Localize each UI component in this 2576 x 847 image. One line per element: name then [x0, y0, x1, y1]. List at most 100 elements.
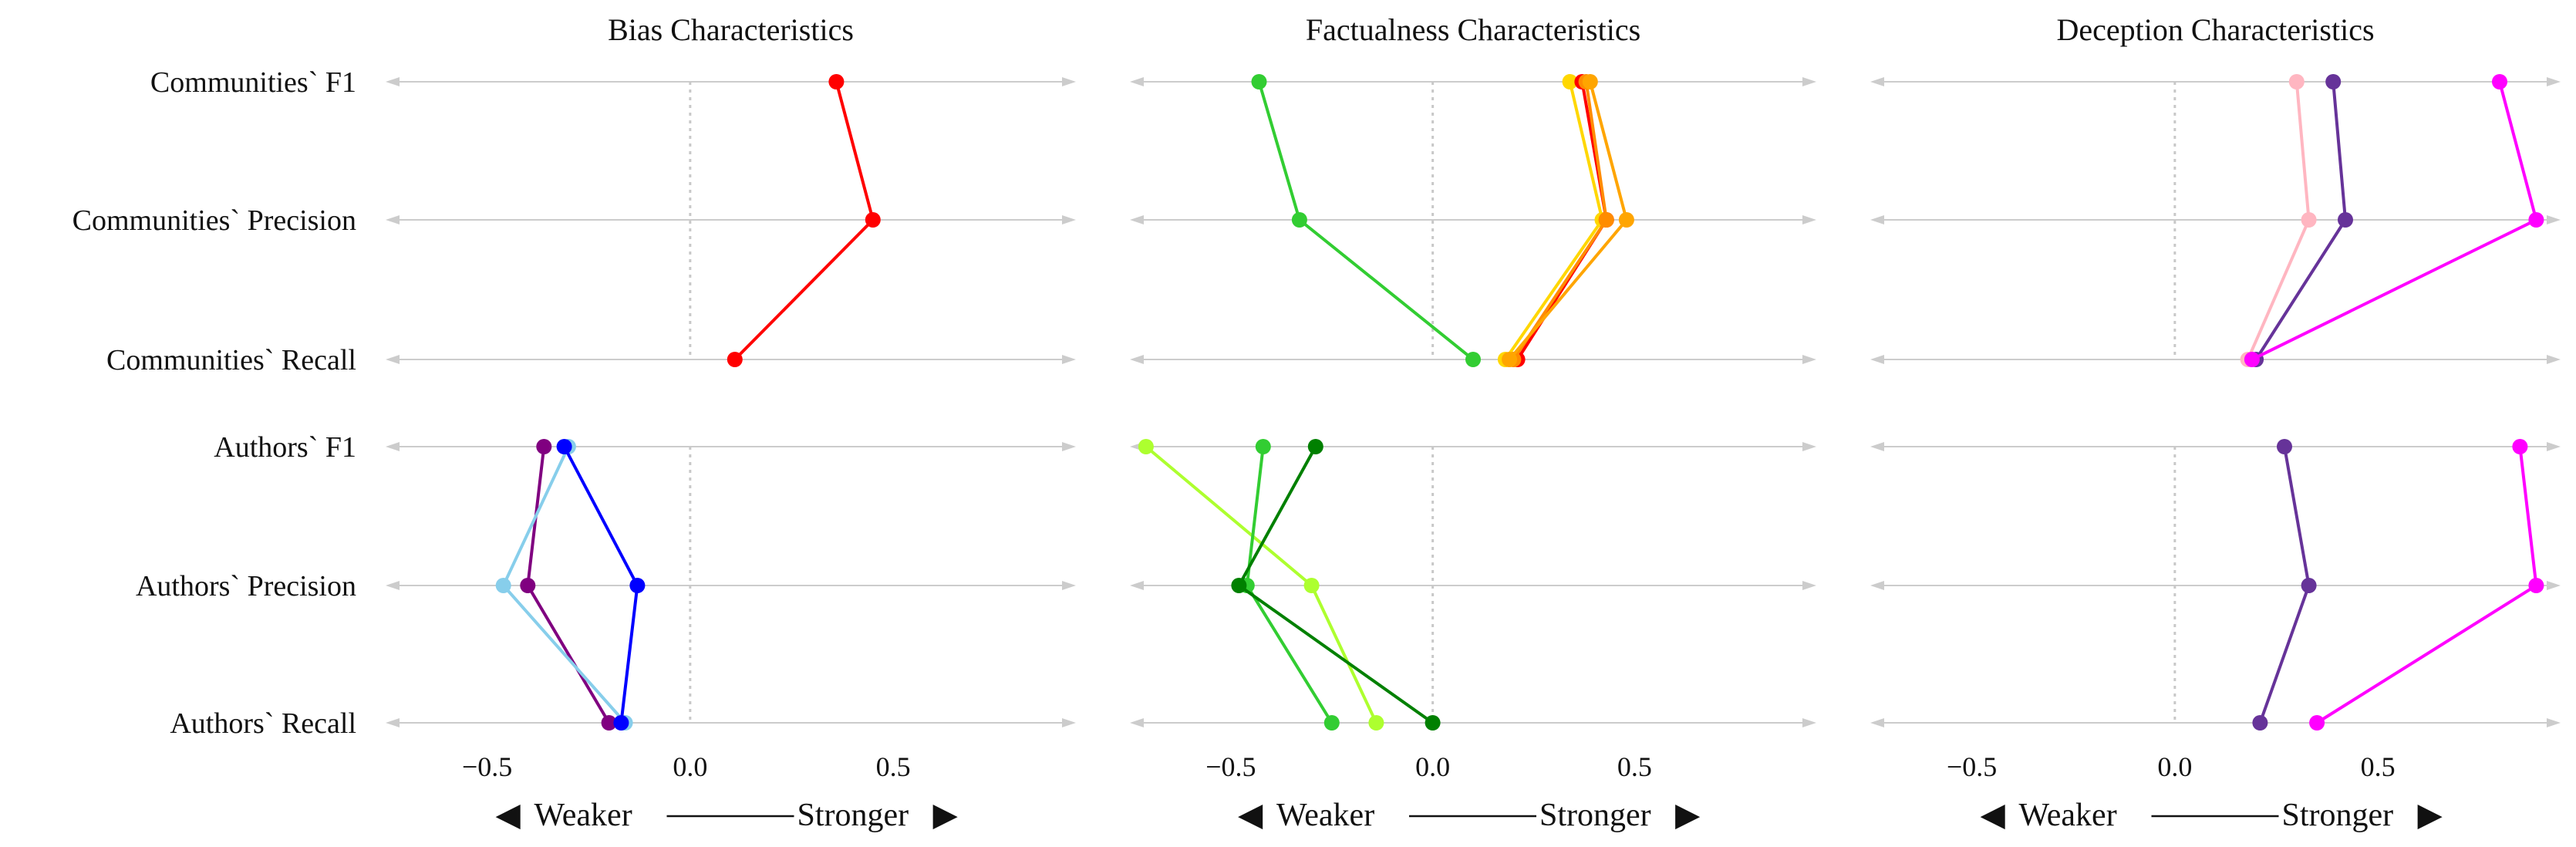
gridline-arrow-right [1062, 581, 1076, 590]
gridline-arrow-right [1062, 355, 1076, 364]
data-point [1231, 578, 1247, 593]
x-tick-label: 0.5 [876, 751, 911, 782]
gridline-arrow-right [2547, 718, 2561, 727]
data-point [601, 715, 617, 731]
data-point [1307, 439, 1323, 454]
right-arrow-icon: ▶ [2418, 798, 2443, 833]
data-point [1291, 212, 1307, 228]
row-label: Authors` Precision [136, 570, 356, 602]
data-point [2252, 715, 2268, 731]
x-tick-label: 0.0 [1415, 751, 1450, 782]
gridline-arrow-left [386, 355, 400, 364]
data-point [629, 578, 646, 593]
gridline-arrow-right [2547, 581, 2561, 590]
panel-title: Bias Characteristics [608, 12, 854, 47]
panel-3: Deception Characteristics −0.5 0.0 0.5 ◀ Weak… [1870, 12, 2561, 833]
footer-stronger: Stronger [1539, 798, 1651, 833]
data-point [1598, 212, 1614, 228]
data-point [2528, 578, 2544, 593]
gridline-arrow-left [1870, 442, 1884, 451]
data-point [2309, 715, 2325, 731]
gridline-arrow-left [1130, 718, 1144, 727]
data-point [1255, 439, 1271, 454]
gridline-arrow-left [1870, 355, 1884, 364]
gridline-arrow-right [1062, 442, 1076, 451]
gridline-arrow-right [2547, 442, 2561, 451]
gridline-arrow-right [1062, 718, 1076, 727]
data-point [2492, 74, 2507, 89]
gridline-arrow-right [1802, 442, 1816, 451]
data-point [1425, 715, 1441, 731]
right-arrow-icon: ▶ [933, 798, 959, 833]
gridline-arrow-left [1130, 215, 1144, 224]
data-point [495, 578, 511, 593]
gridline-arrow-right [1062, 215, 1076, 224]
data-point [865, 212, 881, 228]
data-point [1138, 439, 1154, 454]
x-tick-label: 0.0 [673, 751, 707, 782]
data-point [613, 715, 629, 731]
gridline-arrow-right [2547, 215, 2561, 224]
footer-weaker: Weaker [534, 798, 632, 833]
data-point [828, 74, 845, 89]
footer-stronger: Stronger [797, 798, 909, 833]
gridline-arrow-left [386, 442, 400, 451]
data-point [1303, 578, 1320, 593]
data-point [2277, 439, 2292, 454]
data-point [1323, 715, 1340, 731]
gridline-arrow-left [1870, 77, 1884, 86]
gridline-arrow-right [1802, 355, 1816, 364]
data-point [2301, 578, 2317, 593]
gridline-arrow-left [386, 77, 400, 86]
data-point [556, 439, 572, 454]
data-point [2528, 212, 2544, 228]
gridline-arrow-right [1802, 581, 1816, 590]
gridline-arrow-left [1870, 581, 1884, 590]
gridline-arrow-right [1802, 215, 1816, 224]
data-point [1502, 352, 1518, 367]
footer-weaker: Weaker [1276, 798, 1374, 833]
panel-title: Factualness Characteristics [1306, 12, 1640, 47]
row-label: Communities` Recall [106, 344, 356, 376]
footer-weaker: Weaker [2019, 798, 2117, 833]
data-point [1465, 352, 1481, 367]
gridline-arrow-right [1802, 77, 1816, 86]
data-point [1618, 212, 1634, 228]
x-tick-label: 0.0 [2157, 751, 2192, 782]
gridline-arrow-left [386, 215, 400, 224]
data-point [1251, 74, 1267, 89]
panel-2: Factualness Characteristics −0.5 0.0 0.5 ◀ We… [1130, 12, 1816, 833]
left-arrow-icon: ◀ [1981, 798, 2006, 833]
gridline-arrow-left [1130, 77, 1144, 86]
data-point [2338, 212, 2353, 228]
gridline-arrow-right [1802, 718, 1816, 727]
data-point [727, 352, 743, 367]
data-point [1368, 715, 1384, 731]
left-arrow-icon: ◀ [496, 798, 521, 833]
footer-stronger: Stronger [2282, 798, 2394, 833]
gridline-arrow-right [2547, 77, 2561, 86]
row-label: Authors` Recall [170, 707, 356, 740]
data-point [520, 578, 536, 593]
x-tick-label: −0.5 [1947, 751, 1997, 782]
gridline-arrow-left [386, 718, 400, 727]
data-point [2301, 212, 2317, 228]
x-tick-label: 0.5 [2361, 751, 2396, 782]
panel-1: Bias Characteristics −0.5 0.0 0.5 ◀ Weaker Str… [386, 12, 1076, 833]
gridline-arrow-right [1062, 77, 1076, 86]
x-tick-label: −0.5 [1205, 751, 1256, 782]
gridline-arrow-left [1130, 581, 1144, 590]
gridline-arrow-right [2547, 355, 2561, 364]
row-label: Authors` F1 [214, 431, 356, 464]
gridline-arrow-left [1870, 215, 1884, 224]
data-point [2325, 74, 2342, 89]
data-point [2288, 74, 2305, 89]
data-point [1562, 74, 1578, 89]
data-point [2244, 352, 2260, 367]
gridline-arrow-left [386, 581, 400, 590]
panel-title: Deception Characteristics [2056, 12, 2374, 47]
gridline-arrow-left [1130, 355, 1144, 364]
data-point [536, 439, 552, 454]
data-point [1582, 74, 1598, 89]
